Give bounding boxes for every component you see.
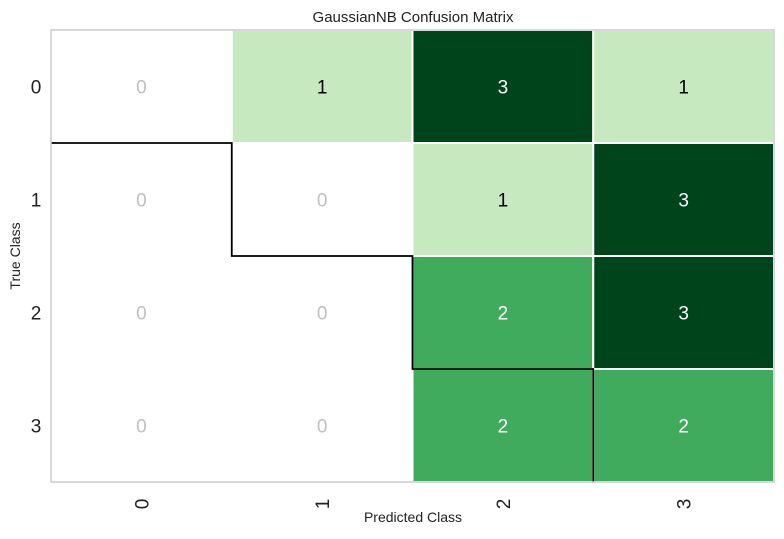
heatmap-cell — [592, 255, 775, 370]
heatmap-cell — [592, 29, 775, 144]
diagonal-outline — [51, 142, 595, 482]
x-tick-label: 2 — [494, 499, 515, 510]
diagonal-outline-path — [51, 142, 595, 482]
heatmap-cell — [51, 30, 232, 143]
plot-frame — [50, 29, 775, 483]
cell-value-label: 2 — [498, 304, 509, 325]
chart-title: GaussianNB Confusion Matrix — [313, 9, 514, 26]
cell-value-label: 0 — [136, 78, 147, 99]
heatmap-cell — [231, 369, 413, 482]
cell-value-label: 0 — [317, 191, 328, 212]
cell-value-label: 3 — [678, 191, 689, 212]
cell-value-label: 3 — [498, 78, 509, 99]
cell-value-label: 0 — [136, 304, 147, 325]
y-tick-label: 2 — [31, 304, 42, 325]
heatmap-cell — [230, 29, 414, 144]
heatmap-cell — [51, 369, 232, 482]
x-axis-label: Predicted Class — [364, 509, 462, 525]
heatmap-cell — [592, 368, 775, 483]
cell-value-label: 1 — [498, 191, 509, 212]
heatmap-cell — [411, 368, 595, 483]
x-tick-label: 1 — [313, 499, 334, 510]
y-tick-label: 0 — [31, 78, 42, 99]
cell-value-label: 1 — [317, 78, 328, 99]
y-tick-label: 3 — [31, 417, 42, 438]
y-tick-labels: 0 1 2 3 — [31, 78, 42, 438]
cell-value-label: 0 — [317, 417, 328, 438]
y-tick-label: 1 — [31, 191, 42, 212]
x-tick-label: 0 — [132, 499, 153, 510]
cell-value-label: 0 — [136, 191, 147, 212]
x-tick-label: 3 — [675, 499, 696, 510]
cell-value-label: 1 — [678, 78, 689, 99]
cell-value-label: 2 — [498, 417, 509, 438]
heatmap-cell — [51, 143, 232, 256]
y-axis-label: True Class — [7, 222, 23, 289]
cell-value-label: 3 — [678, 304, 689, 325]
x-tick-labels: 0 1 2 3 — [132, 499, 695, 510]
heatmap-cell — [51, 256, 232, 369]
cell-value-label: 2 — [678, 417, 689, 438]
heatmap-cell — [231, 256, 413, 369]
cell-value-label: 0 — [136, 417, 147, 438]
cell-value-labels: 0 1 3 1 0 0 1 3 0 0 2 3 0 0 2 2 — [136, 78, 689, 438]
heatmap-cells — [51, 29, 775, 483]
cell-value-label: 0 — [317, 304, 328, 325]
heatmap-cell — [231, 143, 413, 256]
